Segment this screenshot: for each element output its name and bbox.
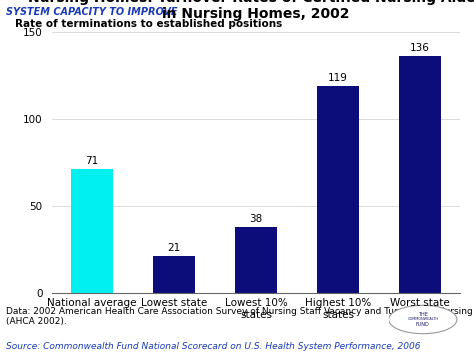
Bar xyxy=(399,56,441,293)
Bar xyxy=(235,227,277,293)
Bar xyxy=(153,256,195,293)
Text: Data: 2002 American Health Care Association Survey of Nursing Staff Vacancy and : Data: 2002 American Health Care Associat… xyxy=(6,307,474,327)
Text: 136: 136 xyxy=(410,43,430,53)
Text: Source: Commonwealth Fund National Scorecard on U.S. Health System Performance, : Source: Commonwealth Fund National Score… xyxy=(6,342,420,351)
Bar xyxy=(71,169,113,293)
Circle shape xyxy=(389,305,457,334)
Text: FUND: FUND xyxy=(416,322,430,327)
Text: 119: 119 xyxy=(328,73,348,83)
Text: THE: THE xyxy=(418,312,428,317)
Bar xyxy=(317,86,359,293)
Text: 71: 71 xyxy=(85,156,99,166)
Text: SYSTEM CAPACITY TO IMPROVE: SYSTEM CAPACITY TO IMPROVE xyxy=(6,7,177,17)
Text: 21: 21 xyxy=(167,243,181,253)
Text: COMMONWEALTH: COMMONWEALTH xyxy=(407,317,438,322)
Title: Nursing Homes: Turnover Rates of Certified Nursing Aides
in Nursing Homes, 2002: Nursing Homes: Turnover Rates of Certifi… xyxy=(28,0,474,21)
Text: 38: 38 xyxy=(249,214,263,224)
Text: Rate of terminations to established positions: Rate of terminations to established posi… xyxy=(16,19,283,29)
